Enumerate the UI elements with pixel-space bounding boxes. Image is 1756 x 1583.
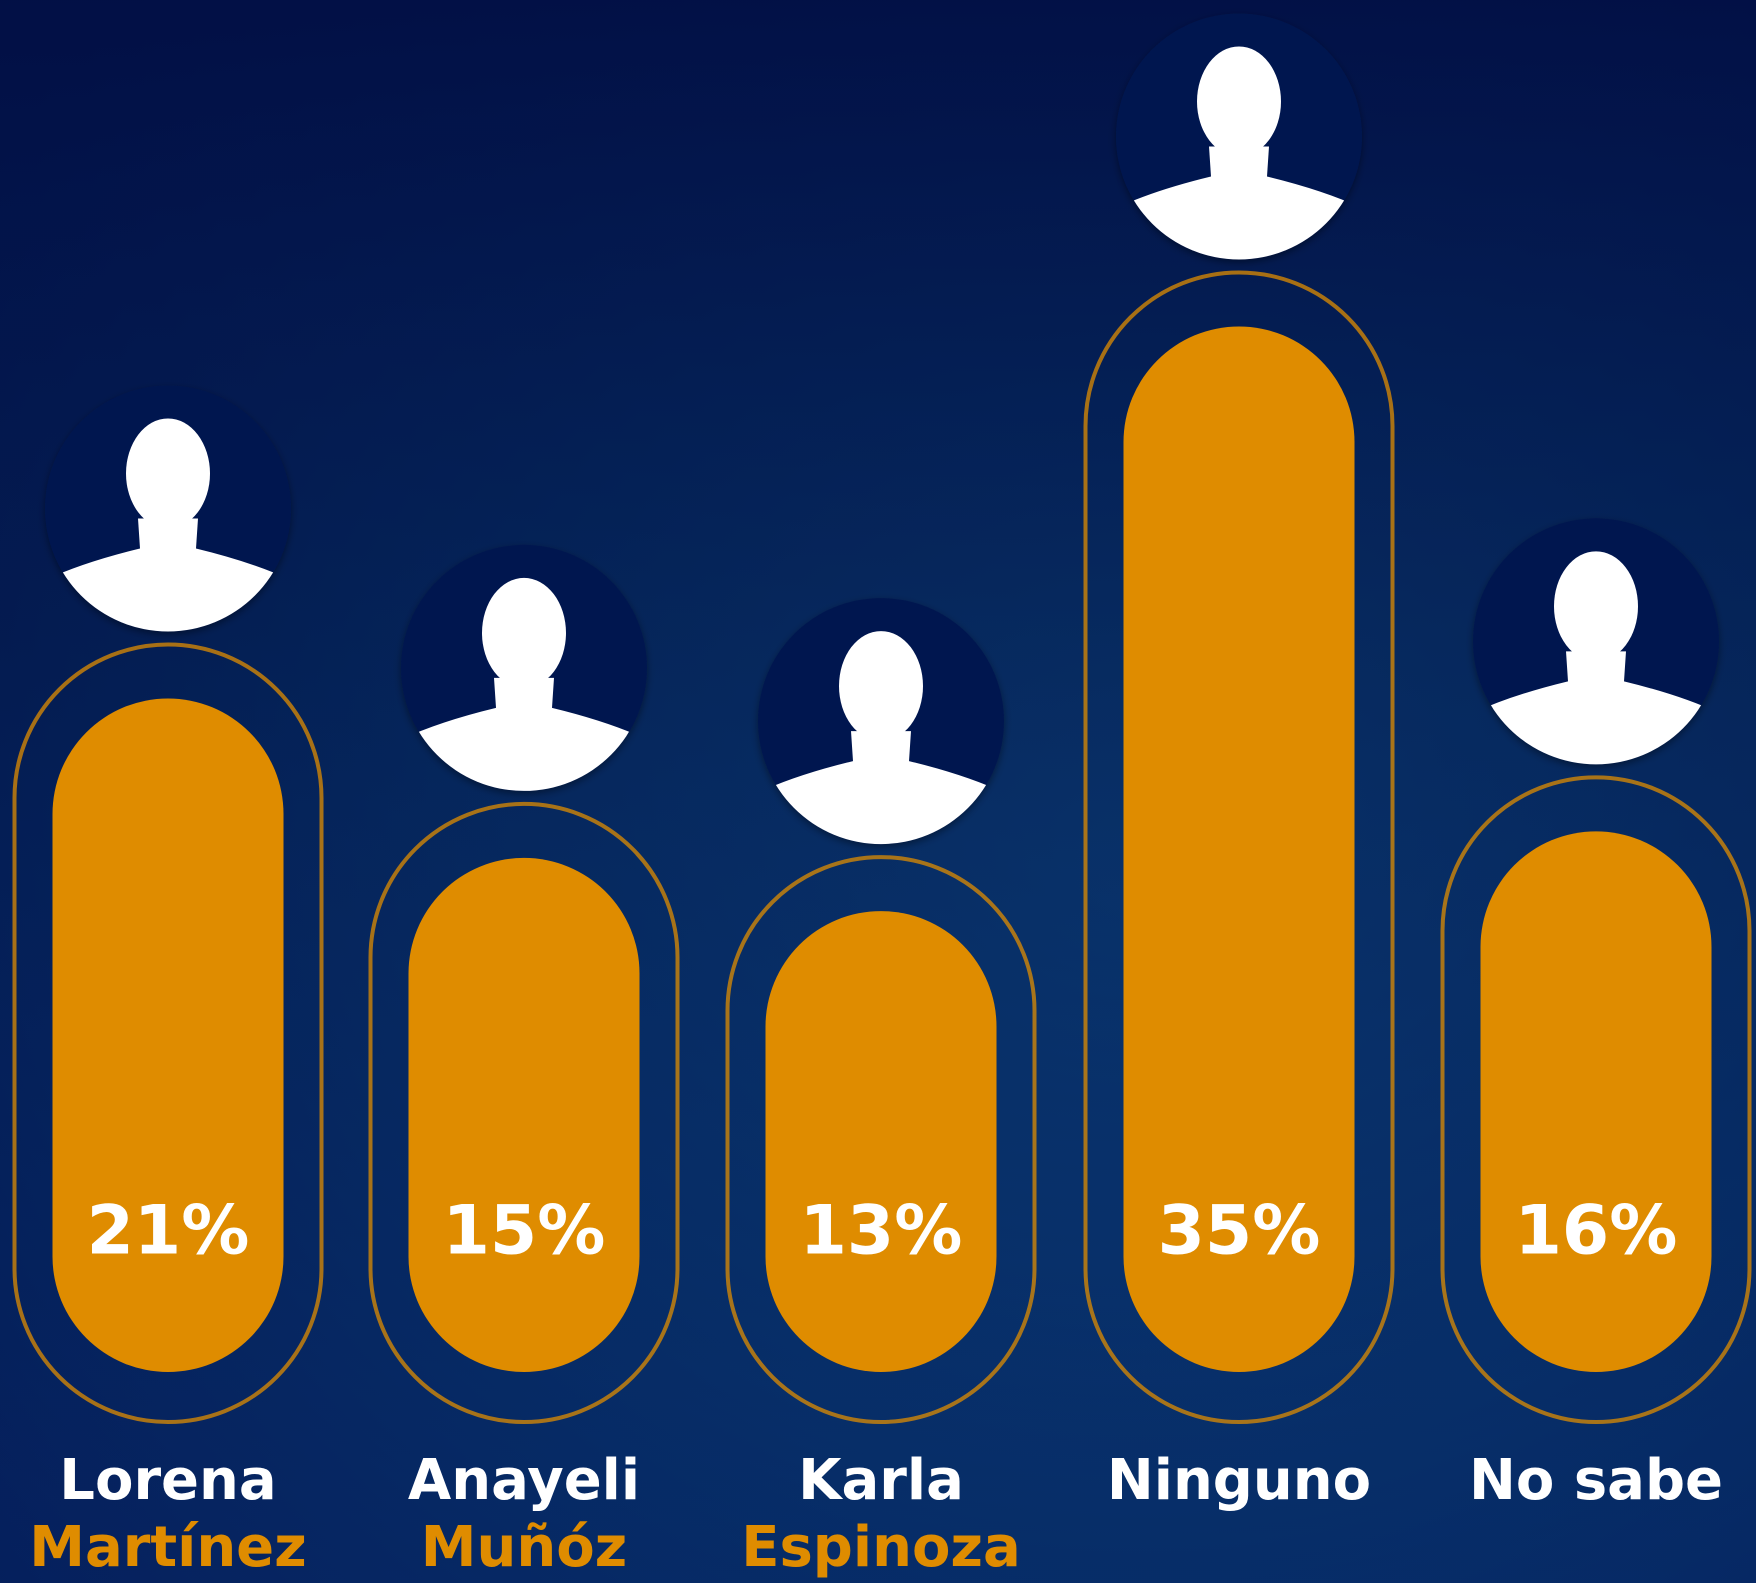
avatar-head [482, 577, 566, 688]
bar [408, 857, 640, 1372]
category-label: Lorena [59, 1448, 276, 1513]
avatar-head [1197, 46, 1281, 157]
category-label: Karla [798, 1448, 964, 1513]
category-label-surname: Espinoza [741, 1515, 1021, 1580]
avatar-head [126, 418, 210, 529]
bar [52, 698, 284, 1372]
bar-outline [725, 855, 1037, 1424]
value-label: 15% [443, 1192, 606, 1271]
bar-outline [1440, 775, 1752, 1424]
bar-outline [1083, 270, 1395, 1424]
bar-outline [368, 801, 680, 1424]
bar [1480, 831, 1712, 1372]
bar [765, 911, 997, 1372]
category-label: Ninguno [1107, 1448, 1371, 1513]
category-label: Anayeli [408, 1448, 640, 1513]
avatar-head [839, 631, 923, 742]
bar [1123, 326, 1355, 1372]
category-label: No sabe [1469, 1448, 1723, 1513]
value-label: 35% [1158, 1192, 1321, 1271]
category-label-surname: Martínez [29, 1515, 307, 1580]
avatar-head [1554, 551, 1638, 662]
value-label: 21% [87, 1192, 250, 1271]
bar-outline [12, 642, 324, 1424]
category-label-surname: Muñóz [421, 1515, 628, 1580]
value-label: 16% [1515, 1192, 1678, 1271]
value-label: 13% [800, 1192, 963, 1271]
